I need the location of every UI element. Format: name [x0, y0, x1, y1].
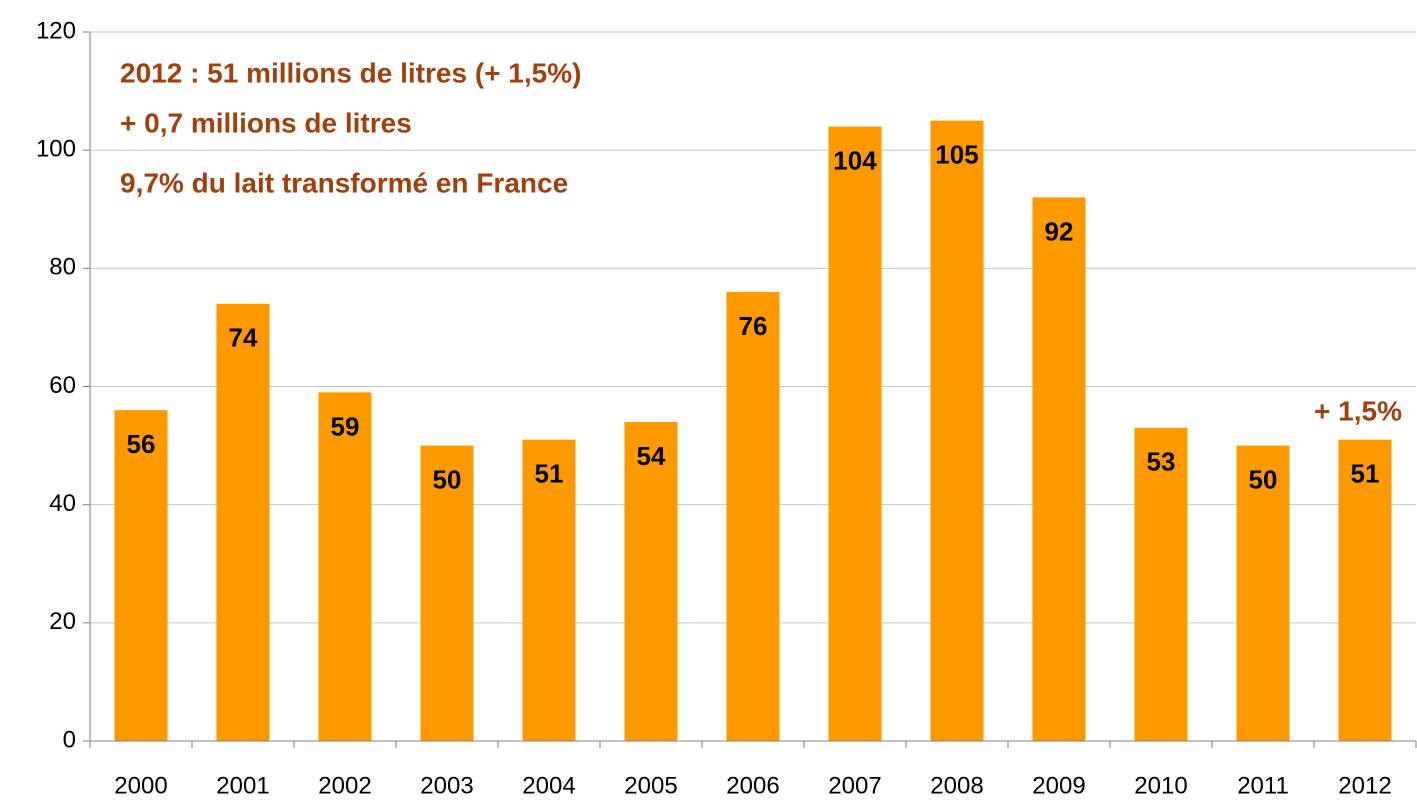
- x-tick-label: 2009: [1032, 772, 1085, 799]
- data-label: 104: [833, 145, 877, 175]
- x-tick-label: 2005: [624, 772, 677, 799]
- y-tick-label: 20: [49, 608, 76, 635]
- bar: [624, 421, 678, 741]
- x-tick-label: 2000: [114, 772, 167, 799]
- x-tick-label: 2004: [522, 772, 575, 799]
- x-tick-label: 2002: [318, 772, 371, 799]
- data-label: 92: [1045, 216, 1074, 246]
- y-tick-label: 40: [49, 490, 76, 517]
- bar: [522, 439, 576, 741]
- y-tick-label: 60: [49, 372, 76, 399]
- x-tick-label: 2010: [1134, 772, 1187, 799]
- annotation: 9,7% du lait transformé en France: [120, 167, 568, 198]
- bar: [420, 445, 474, 741]
- bar: [726, 291, 780, 741]
- data-label: 74: [229, 323, 258, 353]
- x-tick-label: 2003: [420, 772, 473, 799]
- data-label: 53: [1147, 447, 1176, 477]
- y-tick-label: 100: [36, 136, 76, 163]
- bar: [1338, 439, 1392, 741]
- annotation: + 1,5%: [1314, 395, 1402, 426]
- x-tick-label: 2006: [726, 772, 779, 799]
- data-label: 76: [739, 311, 768, 341]
- bar: [828, 126, 882, 742]
- bar: [318, 392, 372, 741]
- data-label: 50: [433, 464, 462, 494]
- data-label: 56: [127, 429, 156, 459]
- bar: [216, 303, 270, 741]
- x-tick-label: 2011: [1237, 772, 1289, 799]
- bar: [930, 120, 984, 741]
- data-label: 59: [331, 411, 360, 441]
- bar: [114, 410, 168, 741]
- data-label: 105: [935, 140, 978, 170]
- bar: [1134, 427, 1188, 741]
- annotation: 2012 : 51 millions de litres (+ 1,5%): [120, 57, 581, 88]
- x-tick-label: 2001: [216, 772, 269, 799]
- annotation: + 0,7 millions de litres: [120, 107, 412, 138]
- x-tick-label: 2007: [828, 772, 881, 799]
- y-tick-label: 120: [36, 17, 76, 44]
- data-label: 54: [637, 441, 666, 471]
- data-label: 51: [535, 459, 564, 489]
- x-tick-label: 2012: [1338, 772, 1391, 799]
- data-label: 51: [1351, 459, 1380, 489]
- data-label: 50: [1249, 464, 1278, 494]
- bar: [1032, 197, 1086, 741]
- y-tick-label: 0: [63, 726, 76, 753]
- y-tick-label: 80: [49, 254, 76, 281]
- bar: [1236, 445, 1290, 741]
- x-tick-label: 2008: [930, 772, 983, 799]
